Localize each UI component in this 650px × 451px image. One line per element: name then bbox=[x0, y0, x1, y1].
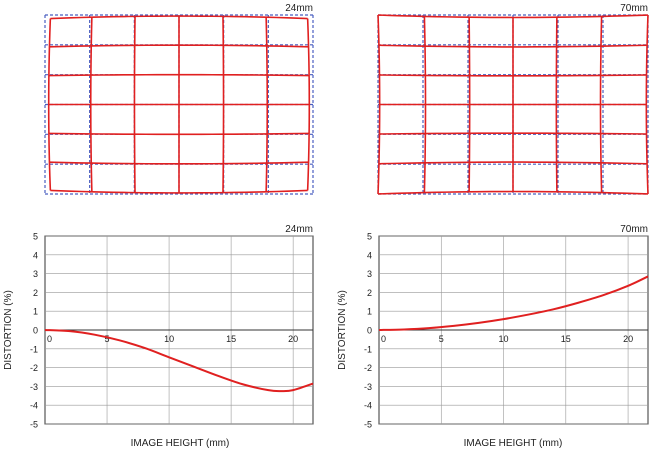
measured-grid-hline bbox=[49, 44, 309, 48]
measured-grid-hline bbox=[49, 161, 309, 165]
chart-title: 70mm bbox=[620, 224, 648, 235]
distortion-curve bbox=[378, 275, 649, 331]
y-tick-label: 4 bbox=[367, 250, 372, 260]
grid-panel-label: 24mm bbox=[285, 3, 313, 14]
x-tick-label: 5 bbox=[439, 334, 444, 344]
y-tick-label: 1 bbox=[33, 307, 38, 317]
distortion-grid-panel-24mm: 24mm bbox=[44, 3, 314, 195]
y-tick-label: -1 bbox=[30, 344, 38, 354]
x-tick-label: 0 bbox=[381, 334, 386, 344]
distortion-chart-70mm: 70mm IMAGE HEIGHT (mm) DISTORTION (%) 5 4… bbox=[337, 224, 649, 449]
y-axis-label: DISTORTION (%) bbox=[3, 290, 14, 370]
y-tick-label: -2 bbox=[30, 363, 38, 373]
measured-grid-hline bbox=[379, 74, 647, 77]
x-axis-label: IMAGE HEIGHT (mm) bbox=[464, 438, 563, 449]
y-tick-label: 3 bbox=[33, 269, 38, 279]
x-tick-label: 5 bbox=[105, 334, 110, 344]
measured-grid-hline bbox=[50, 189, 308, 194]
y-tick-label: -4 bbox=[364, 401, 372, 411]
chart-title: 24mm bbox=[285, 224, 313, 235]
y-tick-label: 0 bbox=[367, 326, 372, 336]
distortion-chart-24mm: 24mm IMAGE HEIGHT (mm) DISTORTION (%) 5 4… bbox=[3, 224, 314, 449]
measured-grid-vline bbox=[645, 14, 649, 195]
x-tick-label: 15 bbox=[226, 334, 236, 344]
measured-grid-hline bbox=[48, 73, 310, 77]
y-axis-label: DISTORTION (%) bbox=[337, 290, 348, 370]
y-tick-label: -5 bbox=[30, 420, 38, 430]
y-tick-label: -2 bbox=[364, 363, 372, 373]
y-tick-label: 2 bbox=[367, 288, 372, 298]
x-tick-label: 20 bbox=[288, 334, 298, 344]
measured-grid-hline bbox=[378, 190, 648, 195]
x-tick-label: 20 bbox=[623, 334, 633, 344]
y-tick-label: 4 bbox=[33, 250, 38, 260]
x-tick-label: 10 bbox=[164, 334, 174, 344]
distortion-curve bbox=[44, 329, 314, 393]
y-tick-label: -3 bbox=[364, 382, 372, 392]
grid-panel-label: 70mm bbox=[620, 3, 648, 14]
y-tick-label: 0 bbox=[33, 326, 38, 336]
y-tick-label: -5 bbox=[364, 420, 372, 430]
x-tick-label: 15 bbox=[561, 334, 571, 344]
y-tick-label: -4 bbox=[30, 401, 38, 411]
x-tick-label: 0 bbox=[47, 334, 52, 344]
measured-grid bbox=[47, 15, 311, 194]
measured-grid-hline bbox=[48, 132, 310, 136]
measured-grid-hline bbox=[379, 132, 647, 135]
x-tick-label: 10 bbox=[499, 334, 509, 344]
y-tick-label: 5 bbox=[367, 232, 372, 242]
y-tick-label: 5 bbox=[33, 232, 38, 242]
measured-grid-hline bbox=[378, 161, 648, 165]
measured-grid bbox=[377, 14, 649, 195]
x-axis-label: IMAGE HEIGHT (mm) bbox=[131, 438, 230, 449]
y-tick-label: 1 bbox=[367, 307, 372, 317]
y-tick-label: -3 bbox=[30, 382, 38, 392]
y-tick-label: 3 bbox=[367, 269, 372, 279]
measured-grid-hline bbox=[378, 44, 648, 48]
y-tick-label: -1 bbox=[364, 344, 372, 354]
y-tick-label: 2 bbox=[33, 288, 38, 298]
distortion-grid-panel-70mm: 70mm bbox=[377, 3, 649, 195]
measured-grid-hline bbox=[378, 14, 648, 19]
measured-grid-hline bbox=[50, 15, 308, 20]
